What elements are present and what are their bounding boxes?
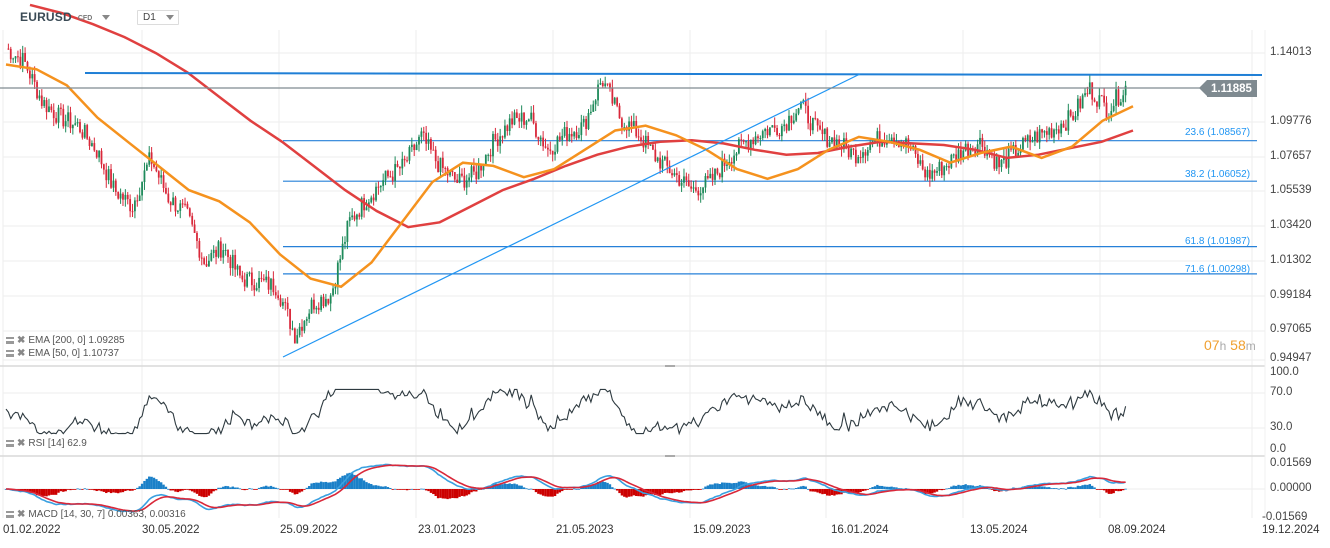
macd-signal-line [6, 464, 1126, 512]
close-icon[interactable]: ✖ [17, 437, 26, 449]
date-axis-label: 16.01.2024 [831, 524, 889, 536]
fib-label-71-6: 71.6 (1.00298) [1185, 264, 1251, 275]
countdown-minutes-unit: m [1245, 339, 1256, 353]
fib-label-23-6: 23.6 (1.08567) [1185, 127, 1251, 138]
price-axis-label: 1.03420 [1270, 219, 1312, 231]
ema50-legend: ✖ EMA [50, 0] 1.10737 [6, 348, 119, 359]
rsi-axis-label: 0.0 [1270, 443, 1286, 455]
rsi-axis-label: 70.0 [1270, 386, 1293, 398]
rsi-axis-label: 30.0 [1270, 421, 1293, 433]
date-axis-label: 08.09.2024 [1108, 524, 1166, 536]
rsi-line [5, 387, 1127, 436]
date-axis-label: 25.09.2022 [280, 524, 338, 536]
ema200-legend-text: EMA [200, 0] 1.09285 [28, 335, 125, 346]
symbol-name: EURUSD [20, 10, 72, 24]
date-axis-label: 30.05.2022 [142, 524, 200, 536]
current-price-value: 1.11885 [1211, 82, 1252, 95]
ema50-legend-text: EMA [50, 0] 1.10737 [28, 348, 120, 359]
price-axis-label: 1.05539 [1270, 184, 1312, 196]
price-axis-label: 1.09776 [1270, 115, 1312, 127]
pane-dividers[interactable] [0, 30, 1266, 518]
instrument-type: CFD [77, 14, 93, 22]
macd-histogram [4, 472, 1127, 500]
countdown-minutes: 58 [1230, 337, 1246, 353]
settings-icon[interactable] [6, 337, 14, 344]
price-axis-label: 0.94947 [1270, 352, 1312, 364]
close-icon[interactable]: ✖ [17, 347, 26, 359]
date-axis-label: 13.05.2024 [970, 524, 1028, 536]
settings-icon[interactable] [6, 511, 14, 518]
macd-axis-label: 0.01569 [1270, 457, 1312, 469]
macd-axis-label: -0.01569 [1262, 511, 1308, 523]
date-axis-label: 19.12.2024 [1262, 524, 1320, 536]
macd-axis-label: 0.00000 [1270, 482, 1312, 494]
date-axis-label: 21.05.2023 [556, 524, 614, 536]
countdown-hours-unit: h [1219, 339, 1227, 353]
chevron-down-icon[interactable] [102, 14, 111, 20]
date-axis-label: 23.01.2023 [418, 524, 476, 536]
timeframe-value: D1 [143, 12, 156, 23]
countdown-hours: 07 [1204, 337, 1220, 353]
current-price-badge: 1.11885 [1199, 80, 1257, 97]
settings-icon[interactable] [6, 350, 14, 357]
rsi-legend-text: RSI [14] 62.9 [28, 438, 87, 449]
candlesticks [7, 43, 1127, 344]
date-axis-label: 01.02.2022 [3, 524, 61, 536]
price-axis-label: 0.99184 [1270, 289, 1312, 301]
fibonacci-lines[interactable] [283, 140, 1257, 275]
macd-legend-text: MACD [14, 30, 7] 0.00363, 0.00316 [28, 509, 186, 520]
fib-label-61-8: 61.8 (1.01987) [1185, 236, 1251, 247]
ema-50-line [5, 63, 1134, 289]
trend-line[interactable] [282, 73, 861, 358]
candle-countdown: 07h 58m [1204, 337, 1256, 353]
close-icon[interactable]: ✖ [17, 508, 26, 520]
resistance-line[interactable] [84, 72, 1263, 76]
fib-label-38-2: 38.2 (1.06052) [1185, 169, 1251, 180]
price-axis-label: 1.07657 [1270, 150, 1312, 162]
close-icon[interactable]: ✖ [17, 334, 26, 346]
timeframe-select[interactable]: D1 [137, 10, 179, 25]
ema-200-line [29, 3, 1134, 229]
date-axis-label: 15.09.2023 [693, 524, 751, 536]
price-axis-label: 0.97065 [1270, 323, 1312, 335]
macd-legend: ✖ MACD [14, 30, 7] 0.00363, 0.00316 [6, 509, 186, 520]
rsi-axis-label: 100.0 [1270, 366, 1299, 378]
price-axis-label: 1.01302 [1270, 254, 1312, 266]
rsi-legend: ✖ RSI [14] 62.9 [6, 438, 87, 449]
chevron-down-icon [166, 15, 174, 20]
symbol-selector[interactable]: EURUSD CFD [20, 10, 111, 24]
price-axis-label: 1.14013 [1270, 46, 1312, 58]
ema200-legend: ✖ EMA [200, 0] 1.09285 [6, 335, 125, 346]
settings-icon[interactable] [6, 440, 14, 447]
